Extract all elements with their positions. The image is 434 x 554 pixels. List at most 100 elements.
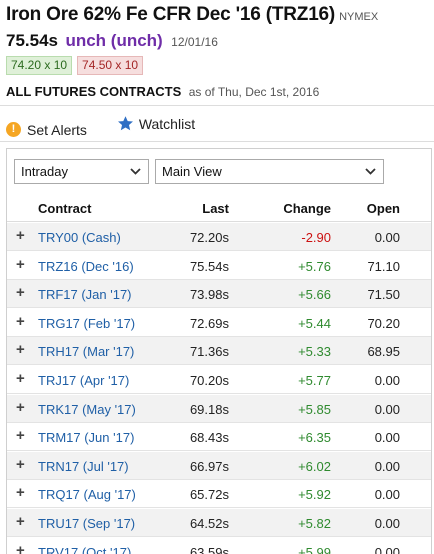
- open-price-cell: 0.00: [374, 458, 400, 474]
- page-title: Iron Ore 62% Fe CFR Dec '16 (TRZ16): [6, 4, 336, 25]
- open-price-cell: 0.00: [374, 544, 400, 554]
- actions-bar: ! Set Alerts Watchlist: [6, 115, 195, 138]
- change-cell: +6.35: [298, 430, 331, 446]
- chevron-down-icon: [130, 168, 141, 175]
- table-row: + TRK17 (May '17) 69.18s +5.85 0.00: [7, 394, 431, 423]
- expand-row-icon[interactable]: +: [16, 398, 25, 416]
- column-header-last[interactable]: Last: [202, 201, 229, 216]
- expand-row-icon[interactable]: +: [16, 541, 25, 554]
- interval-select[interactable]: Intraday: [14, 159, 149, 184]
- contract-link[interactable]: TRQ17 (Aug '17): [38, 487, 136, 503]
- table-row: + TRF17 (Jan '17) 73.98s +5.66 71.50: [7, 280, 431, 309]
- change-cell: +5.99: [298, 544, 331, 554]
- expand-row-icon[interactable]: +: [16, 255, 25, 273]
- contract-link[interactable]: TRZ16 (Dec '16): [38, 258, 134, 274]
- expand-row-icon[interactable]: +: [16, 227, 25, 244]
- expand-row-icon[interactable]: +: [16, 513, 25, 530]
- last-price: 75.54s: [6, 31, 58, 50]
- contracts-heading: ALL FUTURES CONTRACTS: [6, 84, 182, 99]
- contract-link[interactable]: TRF17 (Jan '17): [38, 287, 132, 303]
- bid-badge: 74.20 x 10: [6, 56, 73, 75]
- divider: [0, 141, 434, 142]
- table-row: + TRM17 (Jun '17) 68.43s +6.35 0.00: [7, 423, 431, 452]
- change-cell: -2.90: [301, 230, 331, 245]
- change-cell: +5.33: [298, 344, 331, 360]
- contract-link[interactable]: TRK17 (May '17): [38, 401, 136, 417]
- last-price-cell: 68.43s: [189, 430, 229, 446]
- last-price-cell: 71.36s: [189, 344, 229, 360]
- open-price-cell: 70.20: [367, 315, 400, 331]
- open-price-cell: 0.00: [374, 401, 400, 417]
- expand-row-icon[interactable]: +: [16, 484, 25, 502]
- price-row: 75.54s unch (unch) 12/01/16: [6, 31, 218, 51]
- table-row: + TRG17 (Feb '17) 72.69s +5.44 70.20: [7, 308, 431, 337]
- last-price-cell: 64.52s: [189, 516, 229, 531]
- change-cell: +6.02: [298, 458, 331, 474]
- last-price-cell: 72.69s: [189, 315, 229, 331]
- exchange-label: NYMEX: [339, 11, 379, 23]
- change-cell: +5.82: [298, 516, 331, 531]
- view-select-value: Main View: [162, 164, 222, 179]
- watchlist-button[interactable]: Watchlist: [117, 115, 195, 132]
- expand-row-icon[interactable]: +: [16, 455, 25, 473]
- expand-row-icon[interactable]: +: [16, 284, 25, 302]
- contract-link[interactable]: TRU17 (Sep '17): [38, 516, 136, 531]
- set-alerts-label: Set Alerts: [27, 121, 87, 138]
- alert-icon: !: [6, 122, 21, 137]
- open-price-cell: 0.00: [374, 430, 400, 446]
- table-row: + TRN17 (Jul '17) 66.97s +6.02 0.00: [7, 451, 431, 480]
- contracts-date: as of Thu, Dec 1st, 2016: [188, 85, 320, 99]
- last-price-cell: 65.72s: [189, 487, 229, 503]
- last-price-cell: 73.98s: [189, 287, 229, 303]
- change-cell: +5.76: [298, 258, 331, 274]
- contract-link[interactable]: TRH17 (Mar '17): [38, 344, 135, 360]
- column-header-contract[interactable]: Contract: [38, 201, 92, 216]
- change-cell: +5.44: [298, 315, 331, 331]
- title-row: Iron Ore 62% Fe CFR Dec '16 (TRZ16) NYMEX: [6, 4, 378, 26]
- open-price-cell: 0.00: [374, 373, 400, 388]
- open-price-cell: 0.00: [374, 487, 400, 503]
- table-row: + TRJ17 (Apr '17) 70.20s +5.77 0.00: [7, 366, 431, 394]
- expand-row-icon[interactable]: +: [16, 341, 25, 359]
- contracts-info: ALL FUTURES CONTRACTS as of Thu, Dec 1st…: [6, 83, 319, 101]
- table-row: + TRU17 (Sep '17) 64.52s +5.82 0.00: [7, 509, 431, 537]
- last-price-cell: 72.20s: [189, 230, 229, 245]
- table-header: Contract Last Change Open: [7, 194, 431, 222]
- expand-row-icon[interactable]: +: [16, 370, 25, 387]
- change-cell: +5.66: [298, 287, 331, 303]
- last-price-cell: 63.59s: [189, 544, 229, 554]
- column-header-change[interactable]: Change: [283, 201, 331, 216]
- watchlist-label: Watchlist: [138, 115, 196, 132]
- open-price-cell: 71.10: [367, 258, 400, 274]
- view-select[interactable]: Main View: [155, 159, 384, 184]
- contract-link[interactable]: TRV17 (Oct '17): [38, 544, 132, 554]
- contract-link[interactable]: TRY00 (Cash): [38, 230, 121, 245]
- table-row: + TRZ16 (Dec '16) 75.54s +5.76 71.10: [7, 251, 431, 280]
- divider: [0, 105, 434, 106]
- column-header-open[interactable]: Open: [366, 201, 400, 216]
- table-row: + TRH17 (Mar '17) 71.36s +5.33 68.95: [7, 337, 431, 366]
- table-row: + TRQ17 (Aug '17) 65.72s +5.92 0.00: [7, 480, 431, 509]
- table-row: + TRY00 (Cash) 72.20s -2.90 0.00: [7, 223, 431, 251]
- change-cell: +5.77: [298, 373, 331, 388]
- contract-link[interactable]: TRN17 (Jul '17): [38, 458, 129, 474]
- price-date: 12/01/16: [171, 35, 218, 49]
- change-cell: +5.92: [298, 487, 331, 503]
- star-icon: [117, 116, 133, 131]
- last-price-cell: 75.54s: [189, 258, 229, 274]
- contract-link[interactable]: TRM17 (Jun '17): [38, 430, 135, 446]
- last-price-cell: 70.20s: [189, 373, 229, 388]
- open-price-cell: 0.00: [374, 230, 400, 245]
- chevron-down-icon: [365, 168, 376, 175]
- contract-link[interactable]: TRG17 (Feb '17): [38, 315, 136, 331]
- ask-badge: 74.50 x 10: [77, 56, 144, 75]
- set-alerts-button[interactable]: ! Set Alerts: [6, 122, 87, 138]
- table-row: + TRV17 (Oct '17) 63.59s +5.99 0.00: [7, 537, 431, 554]
- expand-row-icon[interactable]: +: [16, 312, 25, 330]
- change-cell: +5.85: [298, 401, 331, 417]
- contract-link[interactable]: TRJ17 (Apr '17): [38, 373, 130, 388]
- open-price-cell: 71.50: [367, 287, 400, 303]
- expand-row-icon[interactable]: +: [16, 427, 25, 445]
- open-price-cell: 0.00: [374, 516, 400, 531]
- interval-select-value: Intraday: [21, 164, 68, 179]
